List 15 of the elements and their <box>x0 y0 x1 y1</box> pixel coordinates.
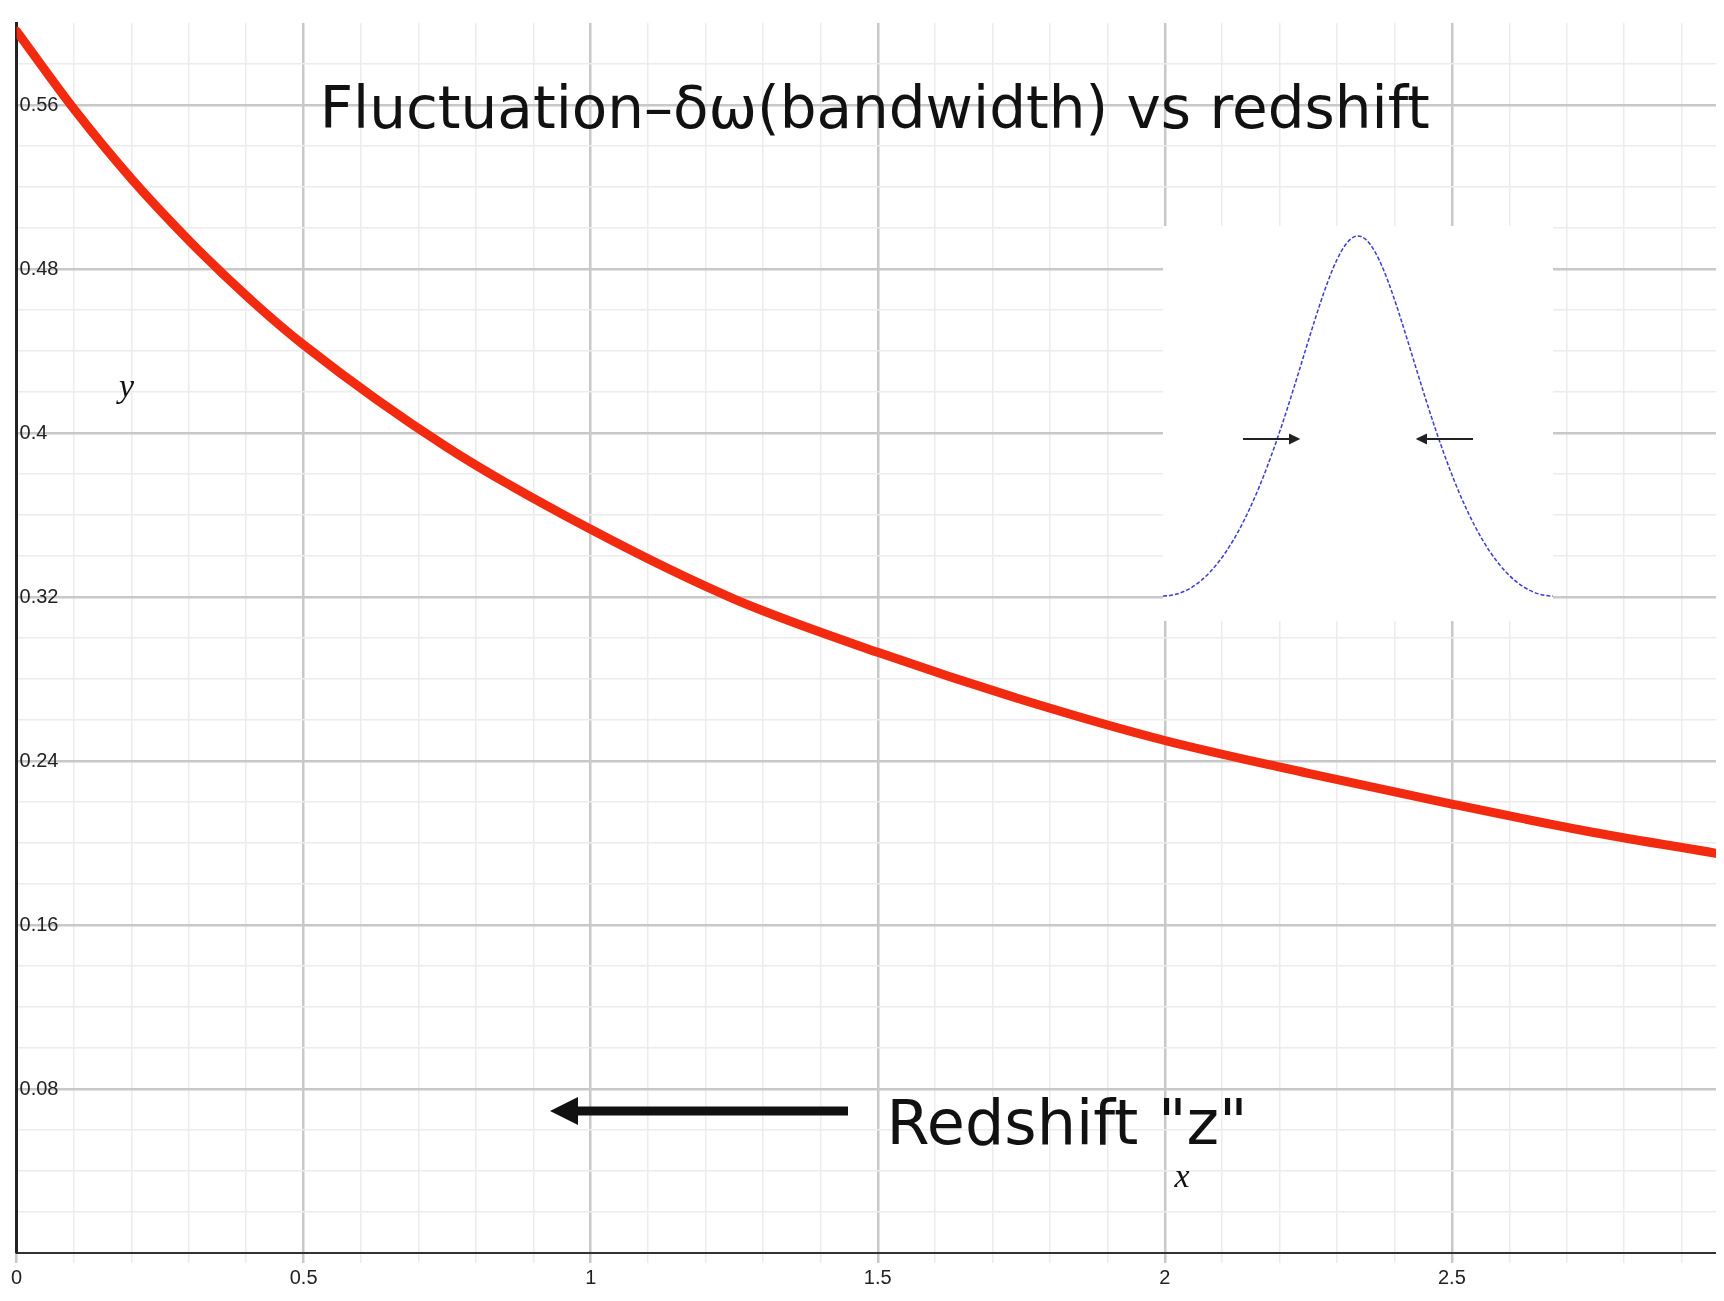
x-tick-label: 1 <box>585 1265 597 1288</box>
y-tick-label: 0.16 <box>19 912 59 935</box>
y-tick-label: 0.56 <box>19 92 59 115</box>
text: Fluctuation–δω(bandwidth) vs redshift <box>319 74 1430 143</box>
y-tick-label: 0.32 <box>19 584 59 607</box>
x-tick-label: 2.5 <box>1437 1265 1466 1288</box>
x-tick-label: 2 <box>1159 1265 1171 1288</box>
y-tick-label: 0.4 <box>19 420 48 443</box>
y-tick-label: 0.24 <box>19 748 59 771</box>
y-tick-label: 0.08 <box>19 1076 59 1099</box>
y-axis-title: y <box>116 366 136 404</box>
x-tick-label: 0 <box>11 1265 23 1288</box>
x-tick-label: 1.5 <box>863 1265 892 1288</box>
x-tick-label: 0.5 <box>289 1265 318 1288</box>
y-tick-label: 0.48 <box>19 256 59 279</box>
